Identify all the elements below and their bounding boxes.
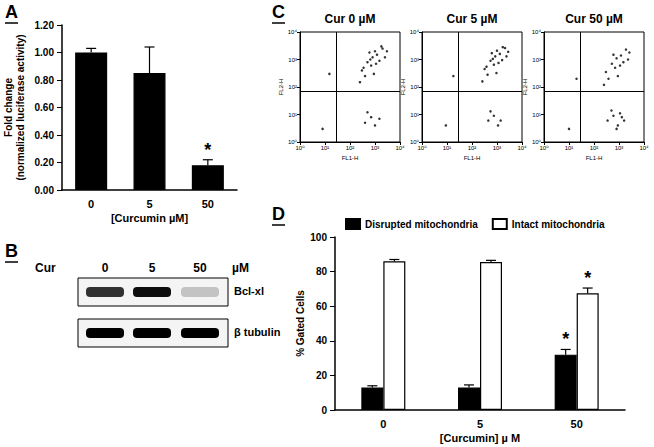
svg-text:10⁰: 10⁰ xyxy=(531,139,541,145)
svg-text:10¹: 10¹ xyxy=(565,145,574,151)
svg-text:Intact mitochondria: Intact mitochondria xyxy=(512,219,605,230)
svg-text:1.00: 1.00 xyxy=(35,47,55,58)
svg-text:FL1-H: FL1-H xyxy=(464,155,481,161)
svg-text:0.40: 0.40 xyxy=(35,130,55,141)
svg-text:5: 5 xyxy=(149,261,156,275)
svg-text:60: 60 xyxy=(316,301,328,312)
svg-text:10⁰: 10⁰ xyxy=(409,139,419,145)
svg-text:10⁴: 10⁴ xyxy=(639,145,649,151)
svg-text:10⁰: 10⁰ xyxy=(287,139,297,145)
svg-text:10¹: 10¹ xyxy=(288,112,297,118)
svg-text:10³: 10³ xyxy=(532,57,541,63)
svg-text:Cur 0 µM: Cur 0 µM xyxy=(325,12,376,26)
svg-text:10²: 10² xyxy=(468,145,477,151)
svg-text:(normalized luciferase activit: (normalized luciferase activity) xyxy=(15,34,26,180)
svg-text:% Gated Cells: % Gated Cells xyxy=(295,290,306,357)
svg-text:Fold change: Fold change xyxy=(3,78,14,137)
svg-text:100: 100 xyxy=(310,232,327,243)
svg-text:β tubulin: β tubulin xyxy=(234,326,281,338)
svg-text:50: 50 xyxy=(193,261,207,275)
svg-text:1.20: 1.20 xyxy=(35,20,55,31)
svg-text:0.00: 0.00 xyxy=(35,185,55,196)
svg-text:10²: 10² xyxy=(288,84,297,90)
svg-text:[Curcumin] µ M: [Curcumin] µ M xyxy=(440,432,520,444)
svg-text:0: 0 xyxy=(88,198,94,210)
svg-text:10⁰: 10⁰ xyxy=(539,145,549,151)
svg-text:10¹: 10¹ xyxy=(443,145,452,151)
svg-text:*: * xyxy=(562,329,569,349)
svg-text:10⁴: 10⁴ xyxy=(410,29,420,35)
svg-text:10⁰: 10⁰ xyxy=(295,145,305,151)
svg-text:0: 0 xyxy=(380,418,386,430)
svg-text:*: * xyxy=(584,268,591,288)
svg-text:10⁴: 10⁴ xyxy=(395,145,405,151)
svg-text:10³: 10³ xyxy=(288,57,297,63)
svg-text:D: D xyxy=(272,204,285,224)
svg-text:10³: 10³ xyxy=(615,145,624,151)
svg-text:µM: µM xyxy=(232,261,249,275)
svg-text:FL2-H: FL2-H xyxy=(400,79,406,96)
svg-text:10²: 10² xyxy=(346,145,355,151)
svg-text:20: 20 xyxy=(316,370,328,381)
svg-text:Bcl-xl: Bcl-xl xyxy=(234,285,264,297)
svg-text:10³: 10³ xyxy=(410,57,419,63)
svg-text:Cur 5 µM: Cur 5 µM xyxy=(447,12,498,26)
svg-text:*: * xyxy=(204,140,211,160)
svg-text:Disrupted mitochondria: Disrupted mitochondria xyxy=(365,219,478,230)
svg-text:Cur 50 µM: Cur 50 µM xyxy=(565,12,623,26)
svg-text:FL1-H: FL1-H xyxy=(586,155,603,161)
svg-text:FL1-H: FL1-H xyxy=(342,155,359,161)
svg-text:10¹: 10¹ xyxy=(532,112,541,118)
svg-text:80: 80 xyxy=(316,266,328,277)
svg-text:5: 5 xyxy=(146,198,152,210)
svg-text:0.20: 0.20 xyxy=(35,157,55,168)
svg-text:Cur: Cur xyxy=(35,261,56,275)
svg-text:0.60: 0.60 xyxy=(35,102,55,113)
svg-text:A: A xyxy=(5,2,18,22)
svg-text:5: 5 xyxy=(477,418,483,430)
svg-text:B: B xyxy=(5,241,18,261)
svg-text:10⁴: 10⁴ xyxy=(288,29,298,35)
svg-text:10³: 10³ xyxy=(493,145,502,151)
svg-text:50: 50 xyxy=(202,198,214,210)
svg-text:FL2-H: FL2-H xyxy=(522,79,528,96)
svg-text:40: 40 xyxy=(316,335,328,346)
svg-text:10²: 10² xyxy=(410,84,419,90)
svg-text:50: 50 xyxy=(571,418,583,430)
svg-text:10¹: 10¹ xyxy=(410,112,419,118)
svg-text:10⁴: 10⁴ xyxy=(517,145,527,151)
svg-text:FL2-H: FL2-H xyxy=(278,79,284,96)
svg-text:[Curcumin µM]: [Curcumin µM] xyxy=(111,212,189,224)
svg-text:C: C xyxy=(272,2,285,22)
svg-text:0: 0 xyxy=(321,405,327,416)
svg-text:10²: 10² xyxy=(532,84,541,90)
svg-text:0: 0 xyxy=(102,261,109,275)
svg-text:10⁴: 10⁴ xyxy=(532,29,542,35)
svg-text:10¹: 10¹ xyxy=(321,145,330,151)
svg-text:10⁰: 10⁰ xyxy=(417,145,427,151)
svg-text:10²: 10² xyxy=(590,145,599,151)
svg-text:10³: 10³ xyxy=(371,145,380,151)
svg-text:0.80: 0.80 xyxy=(35,75,55,86)
